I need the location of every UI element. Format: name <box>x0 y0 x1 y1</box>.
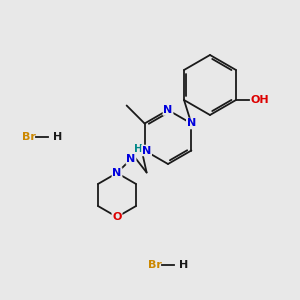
Text: Br: Br <box>22 132 36 142</box>
Text: O: O <box>112 212 122 222</box>
Text: N: N <box>164 105 172 115</box>
Text: N: N <box>126 154 136 164</box>
Text: N: N <box>112 168 122 178</box>
Text: Br: Br <box>148 260 162 270</box>
Text: H: H <box>134 143 143 154</box>
Text: H: H <box>179 260 188 270</box>
Text: N: N <box>187 118 196 128</box>
Text: N: N <box>142 146 151 155</box>
Text: H: H <box>53 132 62 142</box>
Text: OH: OH <box>251 95 269 105</box>
